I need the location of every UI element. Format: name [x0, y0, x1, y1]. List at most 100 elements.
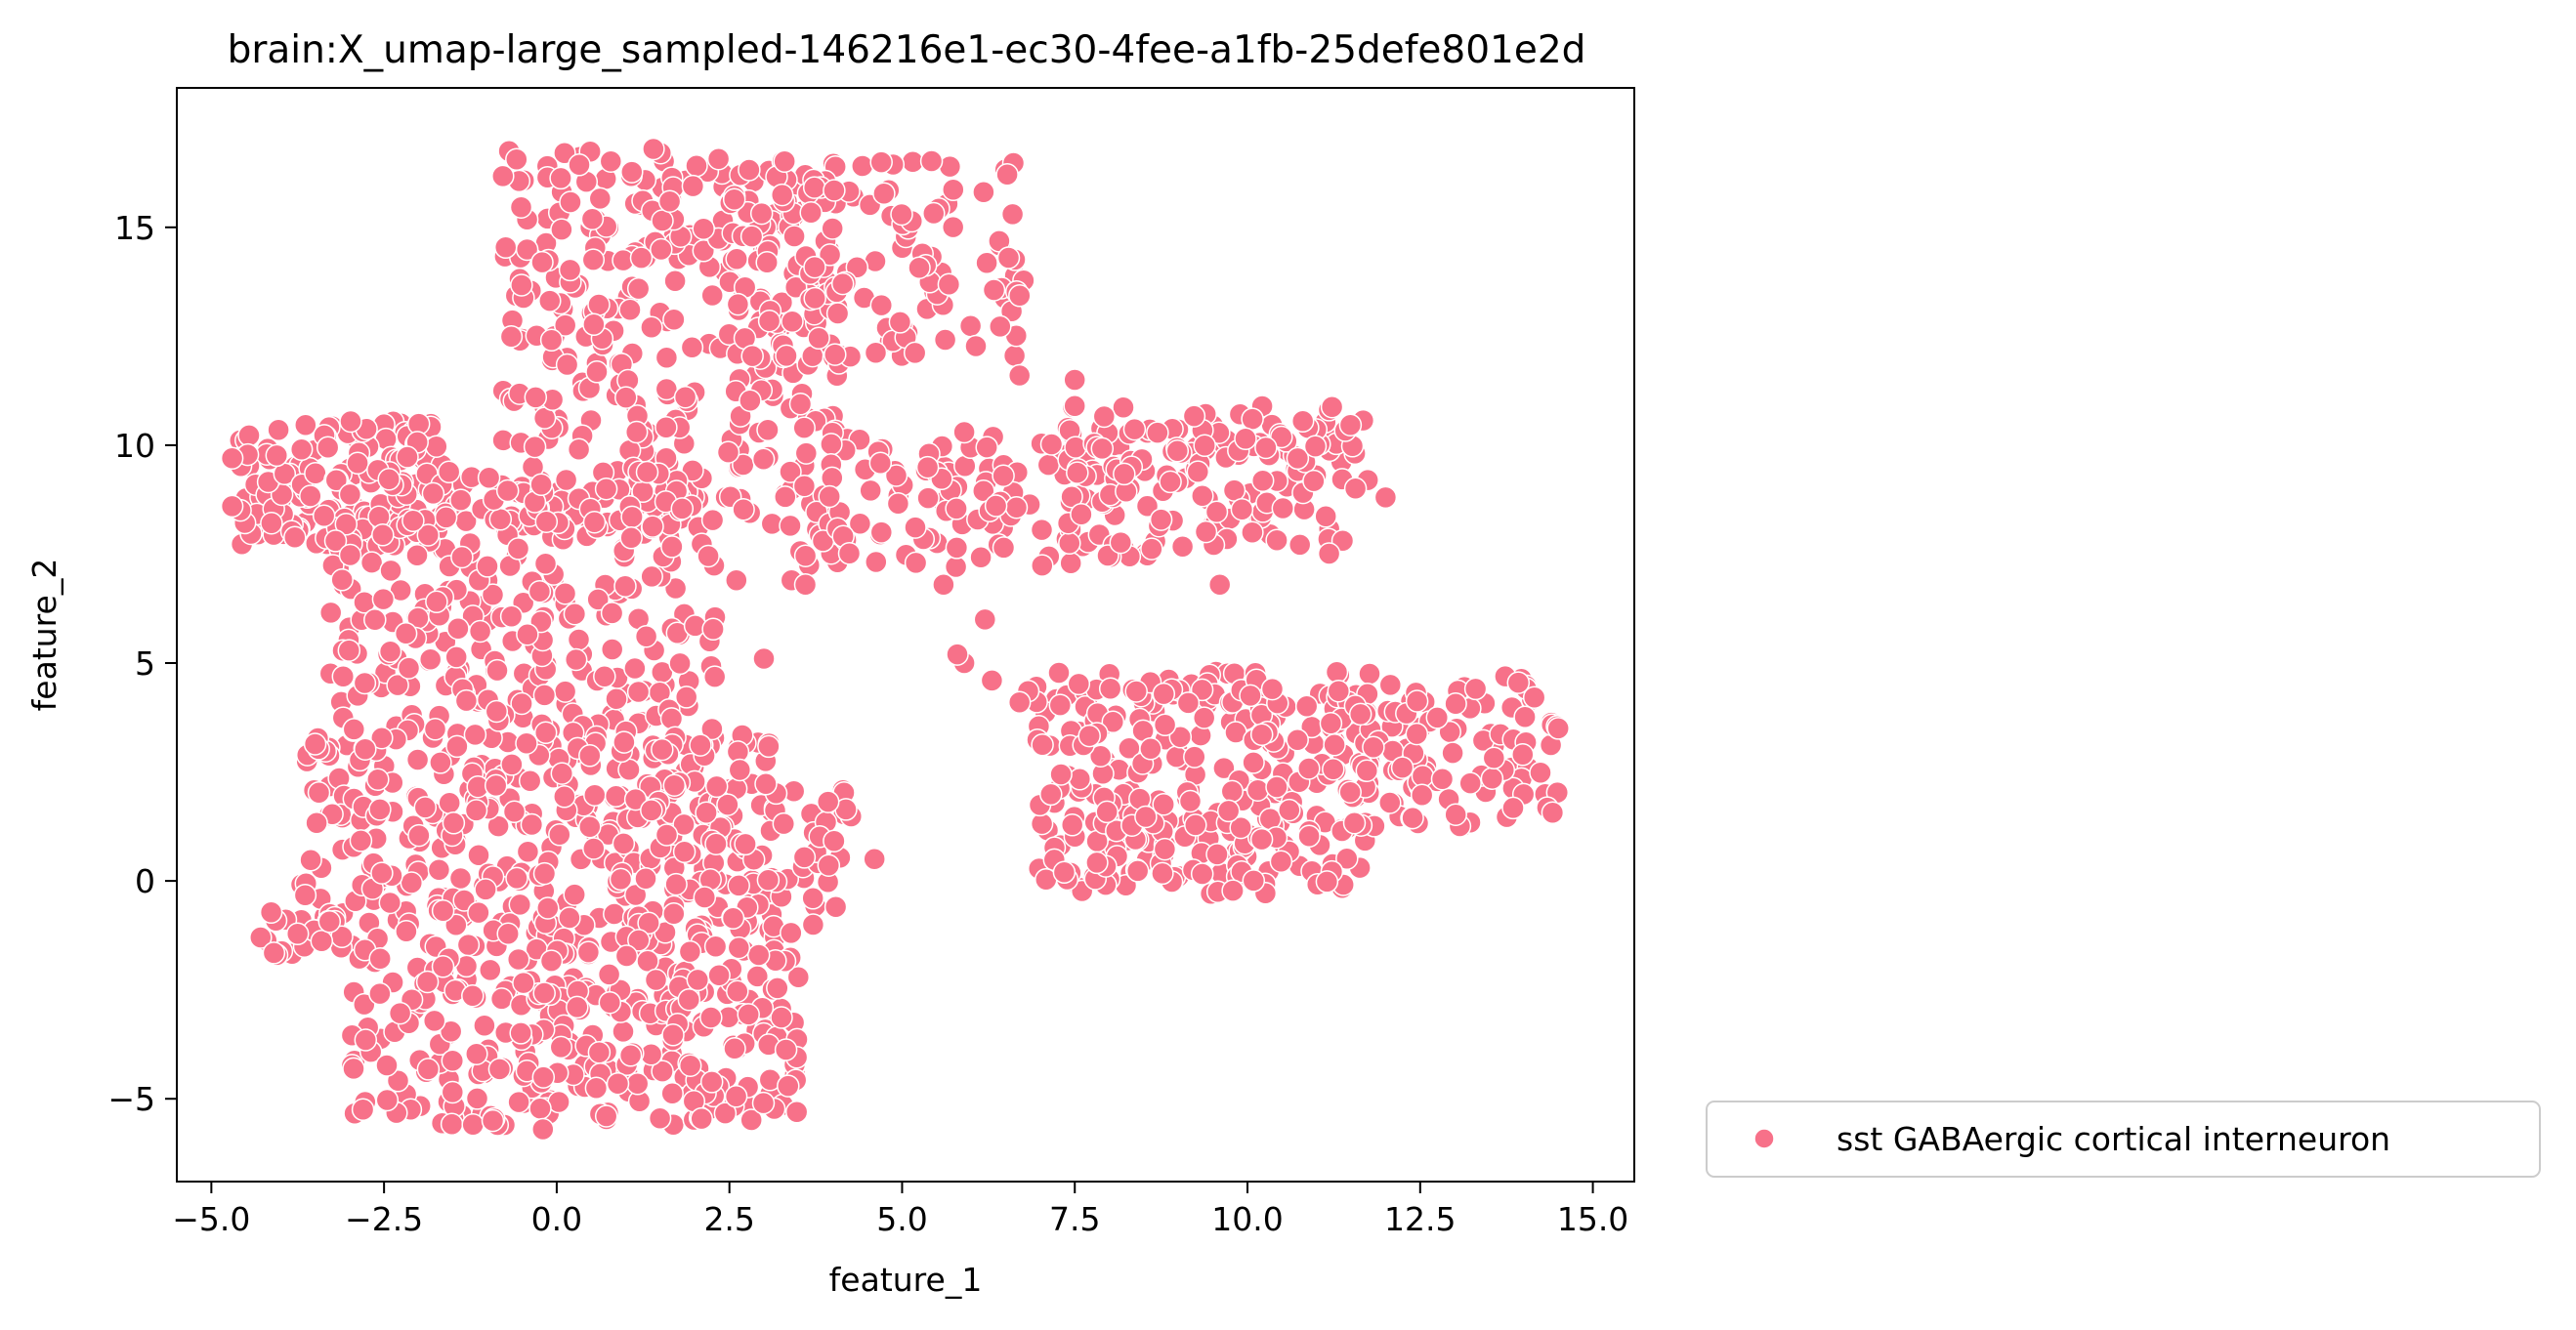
scatter-point — [449, 488, 473, 512]
scatter-point — [700, 283, 724, 308]
scatter-point — [386, 1069, 410, 1093]
scatter-point — [640, 315, 663, 340]
scatter-point — [1031, 733, 1054, 757]
scatter-point — [1113, 462, 1136, 486]
scatter-point — [1242, 751, 1265, 774]
scatter-point — [1151, 861, 1174, 886]
scatter-point — [1159, 470, 1182, 494]
scatter-point — [792, 474, 817, 498]
scatter-point — [1063, 394, 1086, 418]
scatter-point — [474, 878, 497, 901]
scatter-point — [1152, 792, 1175, 816]
scatter-point — [751, 447, 776, 471]
scatter-point — [625, 1072, 650, 1096]
x-axis-label: feature_1 — [829, 1261, 983, 1299]
scatter-point — [582, 312, 606, 337]
scatter-point — [672, 812, 696, 837]
scatter-point — [1008, 284, 1032, 308]
scatter-point — [1085, 851, 1109, 875]
scatter-point — [440, 1112, 464, 1137]
scatter-point — [989, 314, 1012, 339]
scatter-point — [685, 154, 708, 178]
scatter-point — [1125, 859, 1150, 883]
scatter-point — [721, 906, 745, 931]
scatter-point — [493, 235, 518, 260]
scatter-point — [723, 1037, 746, 1060]
scatter-point — [662, 773, 687, 797]
scatter-point — [660, 1082, 684, 1105]
scatter-point — [1322, 758, 1345, 781]
scatter-point — [495, 478, 520, 503]
scatter-point — [713, 1101, 738, 1125]
scatter-point — [580, 207, 605, 230]
scatter-point — [1190, 862, 1214, 886]
scatter-point — [1480, 767, 1504, 790]
scatter-point — [980, 669, 1004, 692]
scatter-point — [539, 949, 564, 973]
scatter-point — [375, 1088, 400, 1112]
scatter-point — [937, 272, 961, 297]
scatter-point — [386, 673, 409, 697]
scatter-point — [995, 163, 1019, 187]
scatter-point — [941, 215, 965, 239]
scatter-point — [655, 823, 679, 847]
scatter-point — [699, 1070, 724, 1094]
x-axis: −5.0 −2.5 0.0 2.5 5.0 7.5 10.0 12.5 15.0 — [172, 1182, 1628, 1238]
scatter-point — [378, 891, 402, 915]
scatter-point — [820, 433, 843, 456]
scatter-point — [749, 201, 774, 226]
scatter-point — [549, 1035, 573, 1060]
scatter-point — [1501, 796, 1525, 820]
scatter-point — [456, 933, 481, 957]
scatter-point — [488, 508, 513, 531]
scatter-point — [425, 590, 448, 614]
scatter-point — [285, 922, 310, 946]
scatter-point — [803, 286, 826, 311]
scatter-point — [507, 1090, 530, 1114]
scatter-point — [1153, 837, 1177, 861]
scatter-point — [318, 601, 343, 625]
scatter-point — [371, 587, 396, 611]
scatter-point — [693, 886, 717, 909]
y-axis-label: feature_2 — [25, 559, 63, 712]
scatter-point — [973, 607, 997, 632]
scatter-point — [727, 874, 750, 897]
scatter-point — [396, 445, 419, 469]
scatter-point — [651, 209, 674, 232]
scatter-point — [1152, 682, 1176, 706]
scatter-point — [1303, 435, 1328, 458]
scatter-point — [655, 416, 678, 439]
scatter-point — [817, 853, 841, 877]
scatter-point — [1230, 497, 1254, 521]
scatter-point — [783, 275, 808, 299]
scatter-point — [904, 551, 928, 575]
scatter-point — [650, 237, 673, 262]
scatter-point — [707, 963, 731, 987]
scatter-point — [467, 844, 490, 867]
scatter-point — [578, 814, 602, 839]
scatter-point — [662, 901, 686, 926]
scatter-point — [605, 686, 628, 711]
scatter-point — [865, 550, 888, 574]
x-tick-label: 5.0 — [876, 1200, 927, 1238]
scatter-point — [677, 987, 701, 1012]
scatter-point — [429, 751, 452, 774]
scatter-point — [1058, 531, 1081, 556]
scatter-point — [461, 1112, 485, 1137]
scatter-point — [823, 179, 846, 202]
scatter-point — [704, 832, 728, 855]
scatter-point — [770, 183, 794, 207]
scatter-point — [489, 987, 514, 1011]
scatter-point — [1060, 484, 1083, 509]
scatter-point — [359, 551, 384, 574]
scatter-point — [558, 906, 581, 930]
scatter-point — [1249, 827, 1274, 852]
scatter-point — [363, 607, 387, 632]
scatter-point — [863, 848, 886, 871]
scatter-point — [1342, 811, 1367, 835]
scatter-point — [237, 424, 261, 447]
scatter-point — [438, 791, 461, 814]
scatter-point — [678, 1054, 702, 1077]
scatter-point — [1269, 850, 1293, 873]
scatter-point — [969, 546, 992, 569]
